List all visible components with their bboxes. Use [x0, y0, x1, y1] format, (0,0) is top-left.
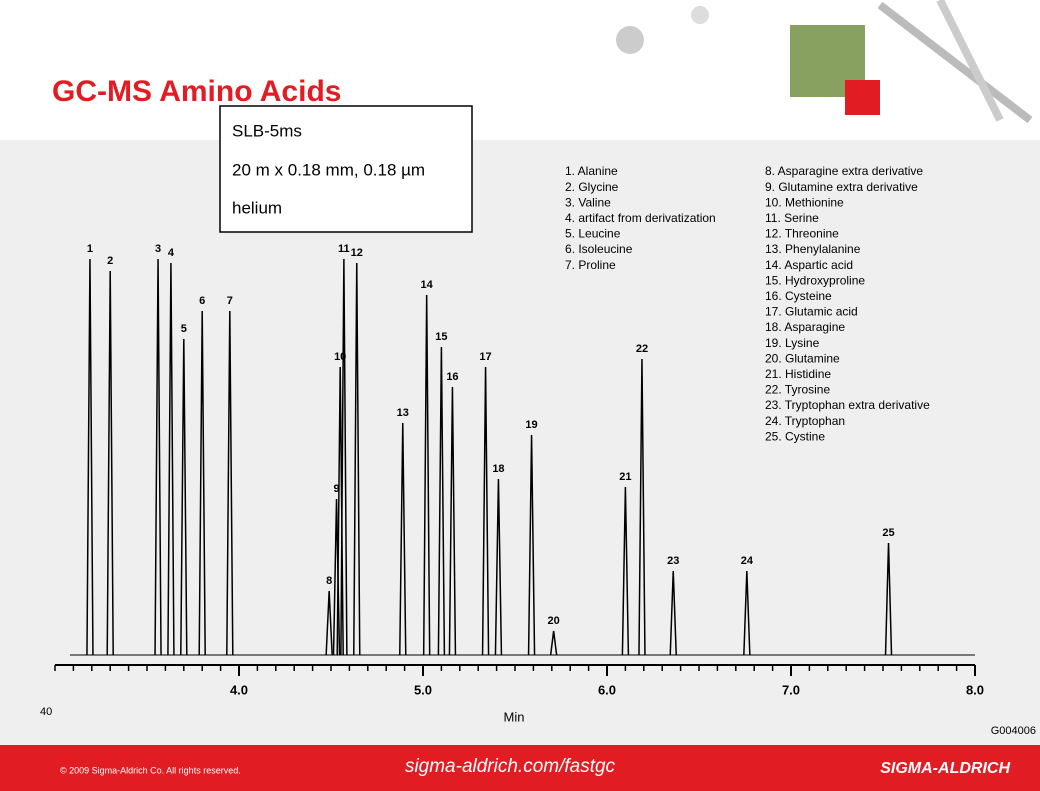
peak: [422, 294, 431, 656]
legend-entry: 12. Threonine: [765, 227, 839, 241]
peak-label: 5: [181, 323, 187, 335]
peak-label: 13: [397, 407, 409, 419]
peak: [638, 358, 646, 656]
peak: [743, 570, 751, 656]
peak: [106, 270, 114, 656]
legend-entry: 6. Isoleucine: [565, 242, 633, 256]
peak-label: 23: [667, 555, 679, 567]
peak-label: 3: [155, 243, 161, 255]
legend-entry: 14. Aspartic acid: [765, 258, 853, 272]
peak-label: 7: [227, 295, 233, 307]
peak: [437, 346, 446, 656]
peak: [621, 486, 630, 656]
title: GC-MS Amino Acids: [52, 75, 341, 108]
legend-entry: 18. Asparagine: [765, 320, 845, 334]
corner-label: 40: [40, 706, 52, 718]
footer-bar: [0, 745, 1040, 791]
peak: [353, 262, 361, 656]
brand: SIGMA-ALDRICH: [880, 760, 1010, 777]
x-tick-label: 8.0: [966, 682, 984, 697]
peak-label: 19: [525, 419, 537, 431]
peak: [884, 542, 893, 656]
peak-label: 4: [168, 247, 175, 259]
peak-label: 22: [636, 343, 648, 355]
peak-label: 20: [548, 615, 560, 627]
peak: [167, 262, 175, 656]
peak-label: 9: [333, 483, 339, 495]
legend-entry: 16. Cysteine: [765, 289, 832, 303]
peak-label: 24: [741, 555, 754, 567]
legend-entry: 22. Tyrosine: [765, 383, 830, 397]
x-tick-label: 6.0: [598, 682, 616, 697]
x-axis-label: Min: [504, 709, 525, 724]
peak: [86, 258, 94, 656]
copyright: © 2009 Sigma-Aldrich Co. All rights rese…: [60, 765, 241, 775]
peak-label: 18: [492, 463, 504, 475]
legend-entry: 10. Methionine: [765, 195, 844, 209]
peak: [340, 258, 348, 656]
x-tick-label: 7.0: [782, 682, 800, 697]
peak: [481, 366, 490, 656]
peak-label: 14: [421, 279, 434, 291]
peak-label: 16: [446, 371, 458, 383]
legend-entry: 7. Proline: [565, 258, 616, 272]
box-line: 20 m x 0.18 mm, 0.18 µm: [232, 160, 425, 179]
peak: [669, 570, 677, 656]
legend-entry: 1. Alanine: [565, 164, 618, 178]
box-line: helium: [232, 198, 282, 217]
peak-label: 25: [882, 527, 894, 539]
legend-entry: 9. Glutamine extra derivative: [765, 180, 918, 194]
peak-label: 6: [199, 295, 205, 307]
x-tick-label: 4.0: [230, 682, 248, 697]
peak: [226, 310, 234, 656]
peak-label: 1: [87, 243, 93, 255]
legend-entry: 8. Asparagine extra derivative: [765, 164, 923, 178]
legend-entry: 15. Hydroxyproline: [765, 273, 865, 287]
peak: [494, 478, 503, 656]
legend-entry: 20. Glutamine: [765, 351, 840, 365]
peak: [332, 498, 341, 656]
x-tick-label: 5.0: [414, 682, 432, 697]
legend-entry: 13. Phenylalanine: [765, 242, 861, 256]
box-line: SLB-5ms: [232, 121, 302, 140]
legend-entry: 4. artifact from derivatization: [565, 211, 716, 225]
legend-entry: 23. Tryptophan extra derivative: [765, 398, 930, 412]
figure-code: G004006: [991, 725, 1036, 737]
peak-label: 12: [351, 247, 363, 259]
peak-label: 17: [479, 351, 491, 363]
peak-label: 2: [107, 255, 113, 267]
peak-label: 15: [435, 331, 447, 343]
decoration: [616, 0, 1033, 124]
legend-entry: 24. Tryptophan: [765, 414, 845, 428]
footer-url: sigma-aldrich.com/fastgc: [405, 756, 616, 777]
peak: [399, 422, 407, 656]
legend-entry: 11. Serine: [765, 211, 819, 225]
peak-label: 11: [338, 243, 350, 255]
peak: [549, 630, 558, 656]
legend-entry: 2. Glycine: [565, 180, 619, 194]
peak: [325, 590, 333, 656]
legend-entry: 25. Cystine: [765, 429, 825, 443]
legend-entry: 19. Lysine: [765, 336, 820, 350]
legend-entry: 3. Valine: [565, 195, 611, 209]
peak: [448, 386, 457, 656]
peak: [198, 310, 206, 656]
legend-entry: 17. Glutamic acid: [765, 305, 858, 319]
peak: [154, 258, 162, 656]
legend-entry: 5. Leucine: [565, 227, 621, 241]
peak-label: 8: [326, 575, 332, 587]
legend-entry: 21. Histidine: [765, 367, 831, 381]
peak: [527, 434, 536, 656]
peak: [180, 338, 188, 656]
column-box: [219, 105, 473, 233]
peak-label: 21: [619, 471, 631, 483]
